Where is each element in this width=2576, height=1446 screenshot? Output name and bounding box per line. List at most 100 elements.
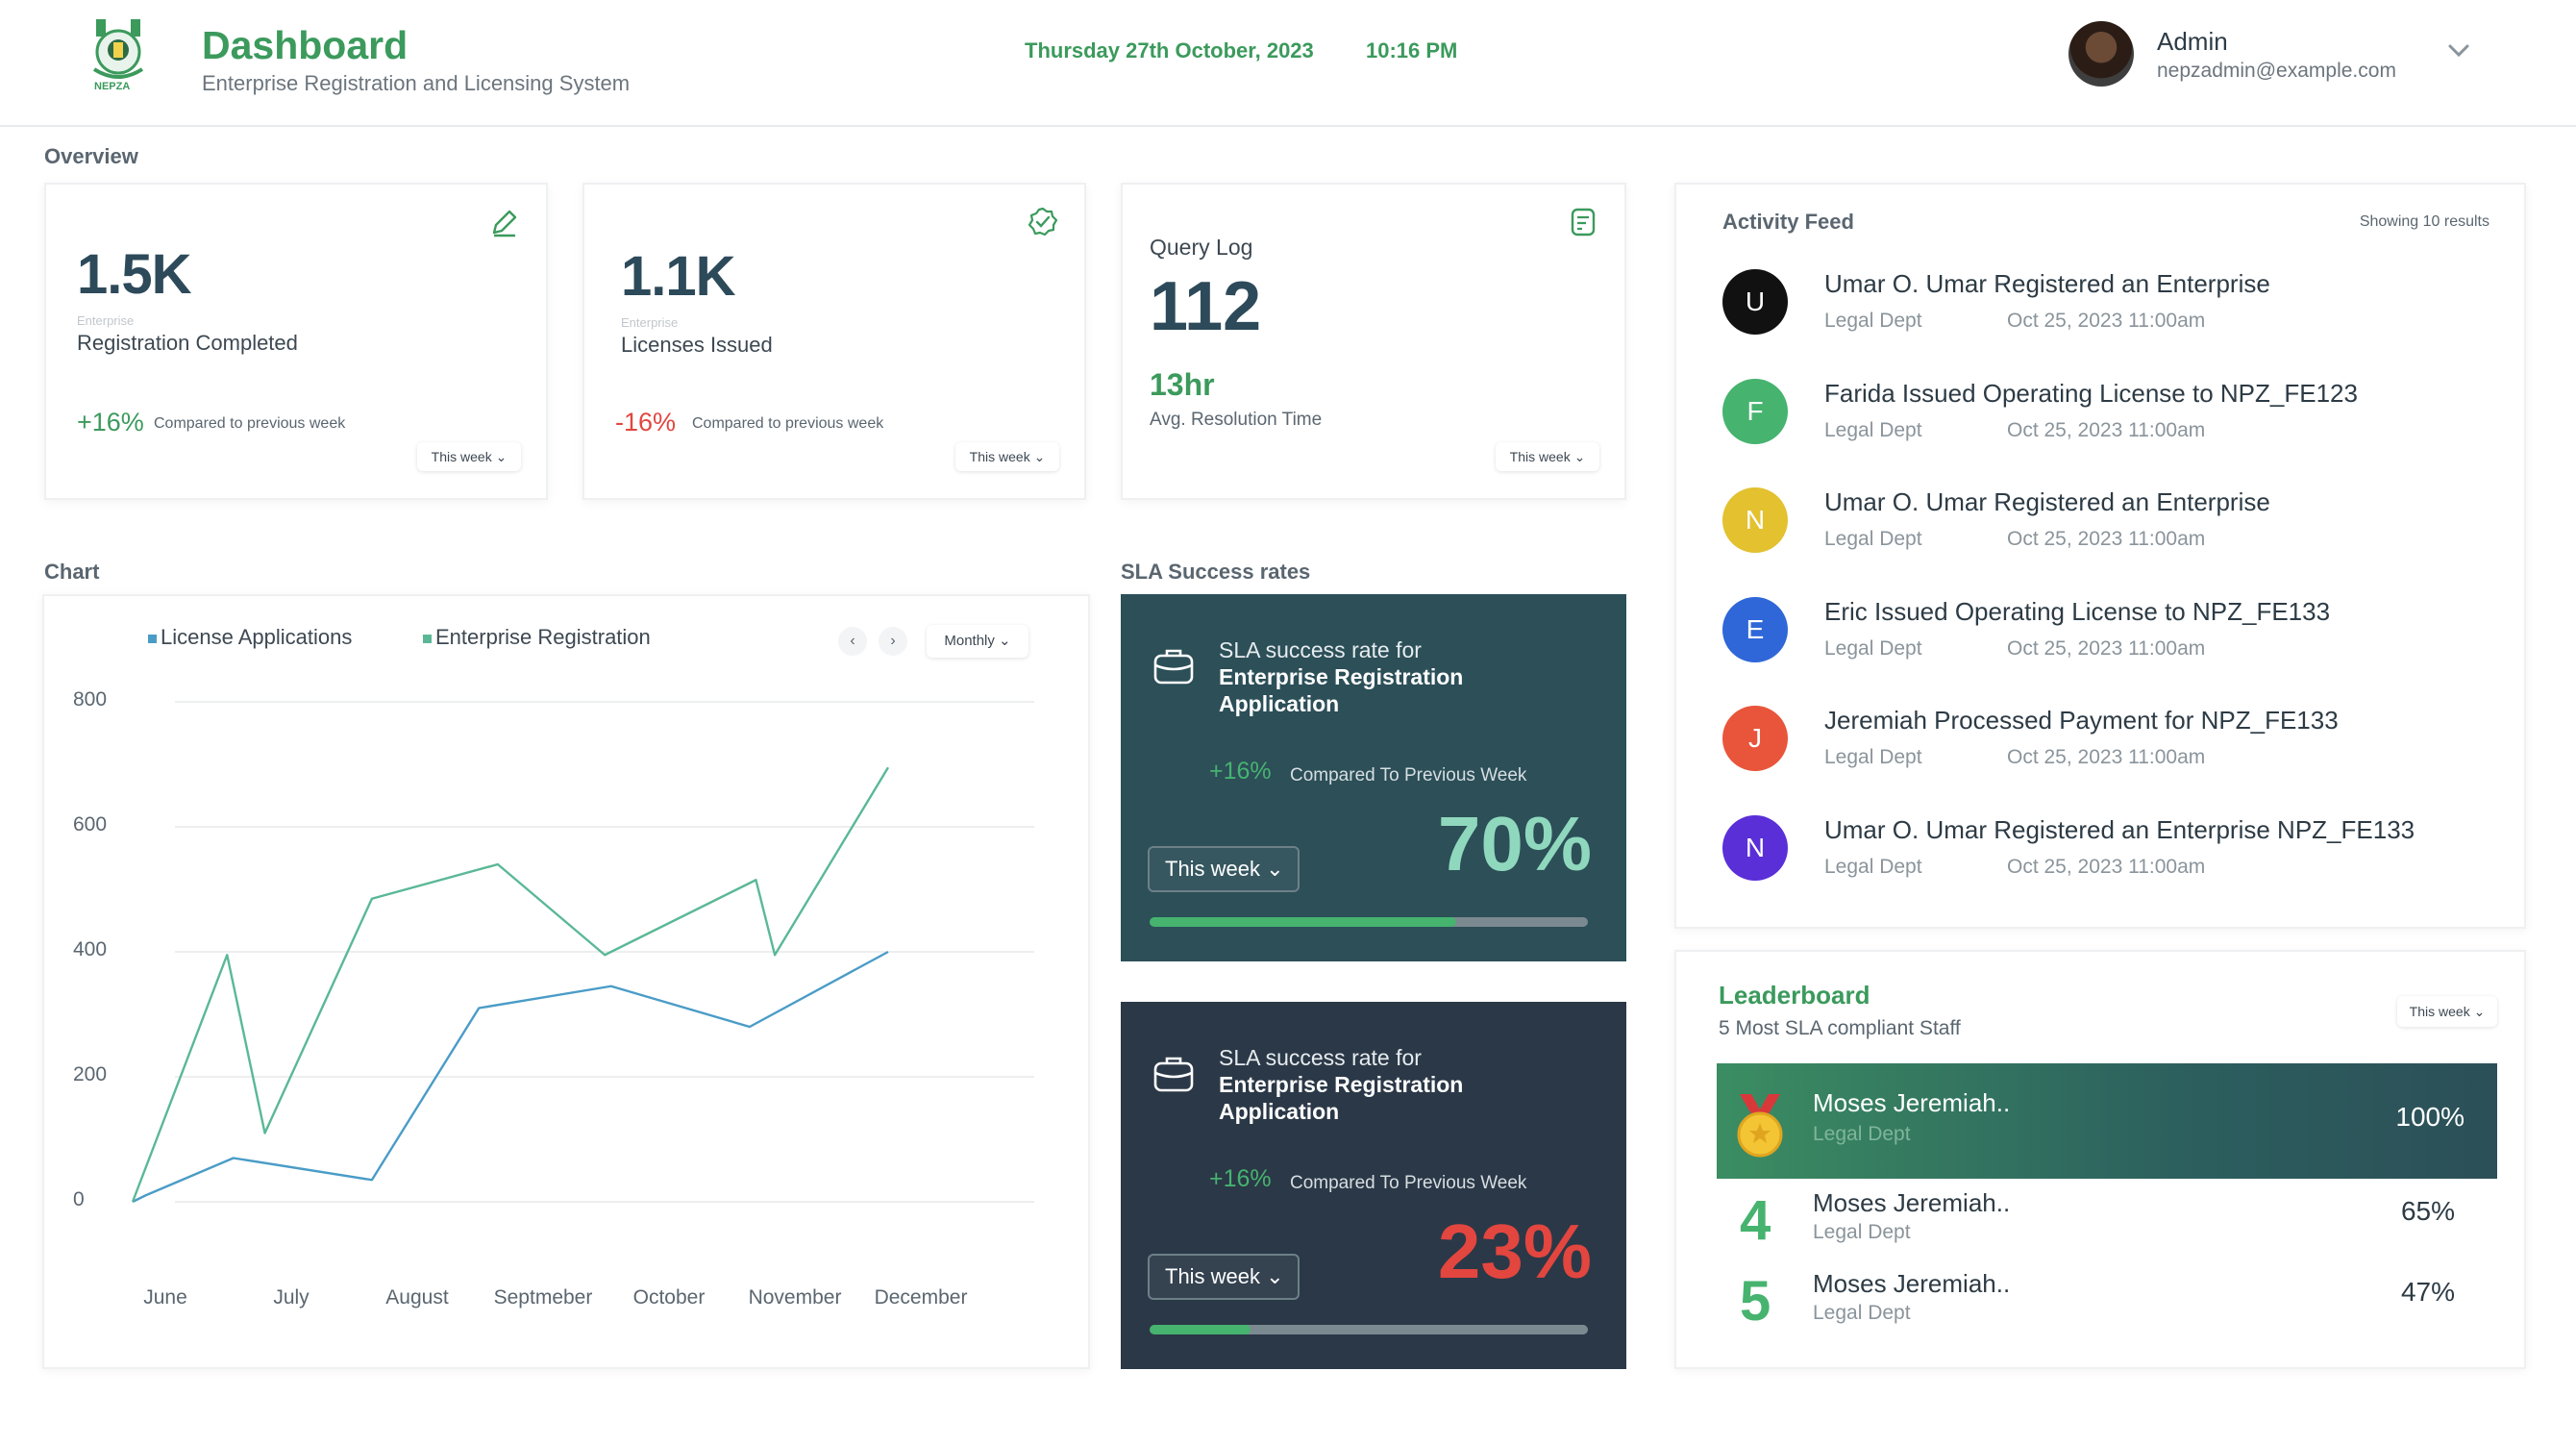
- gold-medal-icon: [1737, 1094, 1783, 1158]
- registration-pct: +16%: [77, 408, 144, 436]
- feed-dept: Legal Dept: [1824, 636, 1922, 660]
- query-log-value: 112: [1150, 268, 1262, 345]
- feed-item[interactable]: N Umar O. Umar Registered an Enterprise Le…: [1722, 487, 2491, 564]
- document-icon[interactable]: [1567, 206, 1599, 238]
- leaderboard-title: Leaderboard: [1719, 981, 1870, 1010]
- feed-time: Oct 25, 2023 11:00am: [2007, 418, 2206, 441]
- query-log-card: Query Log 112 13hr Avg. Resolution Time …: [1121, 183, 1626, 500]
- feed-dept: Legal Dept: [1824, 855, 1922, 878]
- registration-tiny-label: Enterprise: [77, 313, 135, 328]
- x-tick-label: Septmeber: [494, 1286, 593, 1309]
- licenses-period-select[interactable]: This week ⌄: [955, 442, 1059, 471]
- feed-text: Umar O. Umar Registered an Enterprise: [1824, 487, 2270, 516]
- edit-icon[interactable]: [488, 206, 521, 238]
- chart-next-button[interactable]: ›: [879, 627, 907, 656]
- period-label: This week: [431, 449, 492, 464]
- query-period-select[interactable]: This week ⌄: [1496, 442, 1599, 471]
- sla-progress-bar: [1150, 1325, 1588, 1334]
- period-label: This week: [1509, 449, 1571, 464]
- registration-stat-card: 1.5K Enterprise Registration Completed +…: [44, 183, 548, 500]
- feed-item[interactable]: E Eric Issued Operating License to NPZ_FE…: [1722, 596, 2491, 674]
- feed-text: Umar O. Umar Registered an Enterprise: [1824, 269, 2270, 298]
- period-label: This week: [1165, 857, 1261, 881]
- feed-dept: Legal Dept: [1824, 310, 1922, 332]
- leaderboard-top-row[interactable]: Moses Jeremiah.. Legal Dept 100%: [1717, 1063, 2497, 1179]
- activity-feed-count: Showing 10 results: [2359, 213, 2489, 230]
- y-tick-label: 400: [73, 938, 107, 960]
- feed-dept: Legal Dept: [1824, 746, 1922, 768]
- overview-label: Overview: [44, 144, 138, 168]
- feed-dept: Legal Dept: [1824, 528, 1922, 550]
- briefcase-icon: [1153, 1057, 1194, 1092]
- sla-title-line1: SLA success rate for: [1219, 637, 1422, 662]
- leaderboard-row-4[interactable]: 4 Moses Jeremiah.. Legal Dept 65%: [1676, 1183, 2528, 1259]
- chart-period-select[interactable]: Monthly ⌄: [927, 625, 1028, 658]
- registration-label: Registration Completed: [77, 331, 298, 355]
- licenses-label: Licenses Issued: [621, 333, 773, 357]
- legend-label: Enterprise Registration: [435, 625, 651, 649]
- feed-time: Oct 25, 2023 11:00am: [2007, 310, 2206, 332]
- feed-text: Umar O. Umar Registered an Enterprise NP…: [1824, 814, 2415, 844]
- current-date: Thursday 27th October, 2023: [1025, 38, 1314, 62]
- feed-item[interactable]: J Jeremiah Processed Payment for NPZ_FE13…: [1722, 706, 2491, 783]
- period-label: This week: [969, 449, 1030, 464]
- legend-license-applications[interactable]: License Applications: [148, 625, 352, 650]
- sla-compare: Compared To Previous Week: [1290, 765, 1527, 785]
- leaderboard-period-select[interactable]: This week ⌄: [2397, 996, 2497, 1027]
- x-tick-label: August: [385, 1286, 449, 1309]
- x-tick-label: July: [273, 1286, 310, 1309]
- feed-time: Oct 25, 2023 11:00am: [2007, 528, 2206, 550]
- line-chart: 0 200 400 600 800 June July August Septmeber Octo…: [73, 688, 1034, 1309]
- leader-score: 100%: [2395, 1102, 2465, 1132]
- y-tick-label: 200: [73, 1063, 107, 1085]
- sla-title: SLA success rate for Enterprise Registra…: [1219, 1044, 1507, 1125]
- chart-section-label: Chart: [44, 560, 100, 584]
- registration-period-select[interactable]: This week ⌄: [417, 442, 521, 471]
- nepza-logo-icon: NEPZA: [87, 17, 150, 96]
- legend-enterprise-registration[interactable]: Enterprise Registration: [423, 625, 651, 650]
- current-time: 10:16 PM: [1366, 38, 1458, 62]
- activity-feed-card: Activity Feed Showing 10 results U Umar O…: [1674, 183, 2526, 929]
- feed-dept: Legal Dept: [1824, 418, 1922, 441]
- sla-progress-bar: [1150, 917, 1588, 927]
- series-line-license-applications: [132, 950, 889, 1204]
- legend-swatch: [423, 634, 432, 643]
- sla-period-select[interactable]: This week ⌄: [1148, 846, 1300, 892]
- sla-period-select[interactable]: This week ⌄: [1148, 1254, 1300, 1300]
- chevron-down-icon[interactable]: [2445, 37, 2472, 63]
- feed-text: Farida Issued Operating License to NPZ_F…: [1824, 378, 2358, 408]
- sla-title-line3: Application: [1219, 691, 1340, 716]
- resolution-time-label: Avg. Resolution Time: [1150, 410, 1323, 430]
- leader-dept: Legal Dept: [1813, 1302, 1911, 1324]
- page-title: Dashboard: [202, 23, 409, 67]
- sla-title-line1: SLA success rate for: [1219, 1045, 1422, 1070]
- x-tick-label: November: [749, 1286, 842, 1309]
- briefcase-icon: [1153, 649, 1194, 685]
- sla-rate: 70%: [1437, 801, 1592, 886]
- user-avatar[interactable]: [2068, 21, 2134, 87]
- x-tick-label: October: [633, 1286, 706, 1309]
- activity-feed-title: Activity Feed: [1722, 210, 1854, 234]
- feed-item[interactable]: N Umar O. Umar Registered an Enterprise N…: [1722, 814, 2491, 892]
- chart-prev-button[interactable]: ‹: [838, 627, 867, 656]
- legend-swatch: [148, 634, 157, 643]
- resolution-time-value: 13hr: [1150, 367, 1215, 402]
- sla-progress-fill: [1150, 917, 1457, 927]
- feed-text: Jeremiah Processed Payment for NPZ_FE133: [1824, 706, 2339, 735]
- leader-rank: 4: [1740, 1189, 1771, 1252]
- feed-time: Oct 25, 2023 11:00am: [2007, 855, 2206, 878]
- feed-time: Oct 25, 2023 11:00am: [2007, 746, 2206, 768]
- sla-change-pct: +16%: [1209, 1165, 1272, 1192]
- logo-text: NEPZA: [94, 81, 131, 92]
- page-subtitle: Enterprise Registration and Licensing Sy…: [202, 71, 631, 95]
- verified-badge-icon[interactable]: [1027, 206, 1059, 238]
- leader-dept: Legal Dept: [1813, 1221, 1911, 1243]
- line-chart-card: License Applications Enterprise Registra…: [42, 594, 1090, 1369]
- legend-label: License Applications: [161, 625, 353, 649]
- feed-avatar: N: [1722, 814, 1788, 881]
- leaderboard-row-5[interactable]: 5 Moses Jeremiah.. Legal Dept 47%: [1676, 1263, 2528, 1340]
- sla-section-label: SLA Success rates: [1121, 560, 1311, 584]
- query-log-label: Query Log: [1150, 235, 1253, 260]
- feed-item[interactable]: F Farida Issued Operating License to NPZ_…: [1722, 378, 2491, 456]
- feed-item[interactable]: U Umar O. Umar Registered an Enterprise Le…: [1722, 269, 2491, 346]
